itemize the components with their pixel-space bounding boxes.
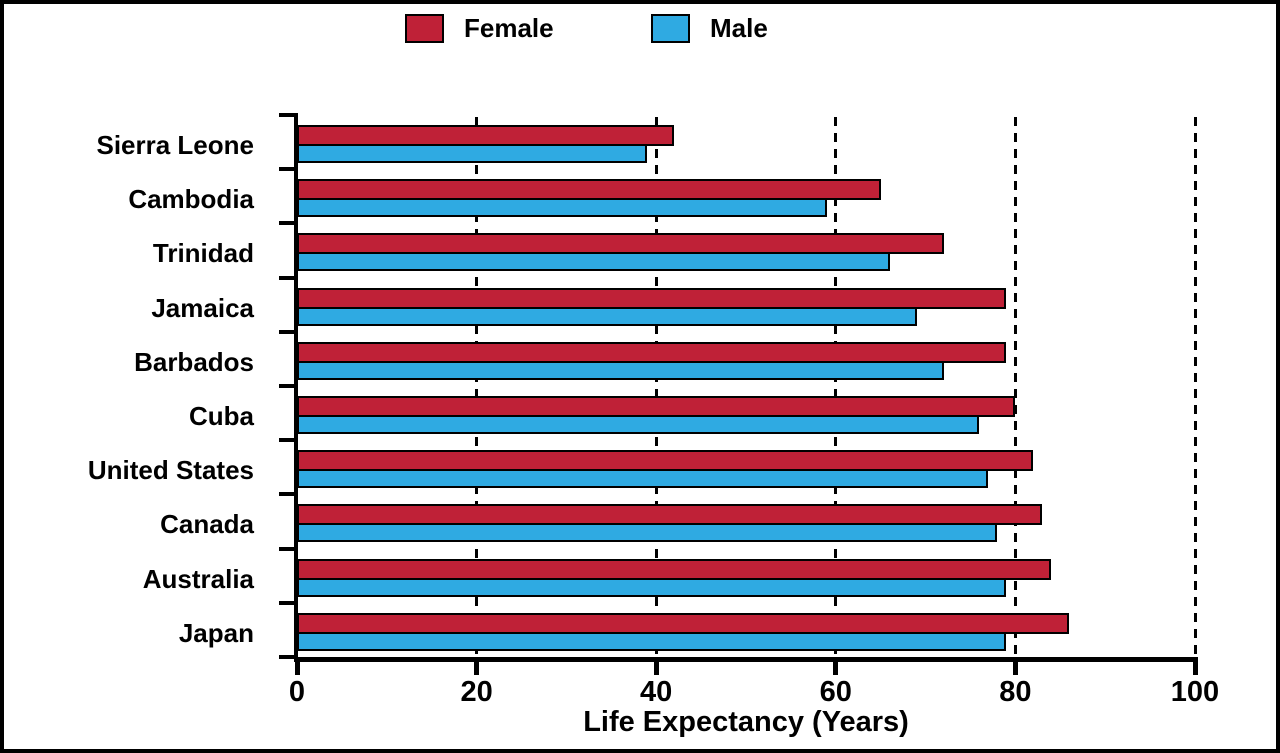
x-axis-tick-100 — [1192, 662, 1198, 675]
category-label-japan: Japan — [178, 617, 254, 648]
bar-female-jamaica — [297, 287, 1007, 309]
y-axis-tick — [279, 167, 294, 172]
y-axis-tick — [279, 384, 294, 388]
category-label-jamaica: Jamaica — [151, 292, 254, 323]
category-label-united-states: United States — [87, 455, 254, 486]
bar-male-sierra-leone — [297, 144, 648, 163]
x-axis-tick-80 — [1012, 662, 1018, 675]
bar-male-cuba — [297, 415, 980, 434]
bar-female-australia — [297, 558, 1052, 580]
x-tick-label-0: 0 — [288, 676, 306, 708]
gridline-x-60 — [834, 117, 838, 657]
y-axis-spine — [294, 113, 298, 662]
legend-item-female: Female — [405, 14, 554, 43]
x-tick-label-60: 60 — [819, 676, 852, 708]
legend-label-female: Female — [464, 13, 554, 43]
y-axis-tick — [279, 600, 294, 605]
bar-male-australia — [297, 577, 1007, 597]
bar-male-canada — [297, 523, 998, 543]
x-axis-tick-40 — [653, 662, 659, 675]
x-axis-title: Life Expectancy (Years) — [583, 706, 909, 738]
y-axis-tick — [279, 546, 294, 551]
x-axis-tick-20 — [474, 662, 480, 675]
legend-item-male: Male — [651, 14, 768, 43]
y-axis-tick — [279, 221, 294, 226]
bar-male-japan — [297, 631, 1007, 651]
legend-swatch-male-icon — [651, 14, 690, 43]
x-axis-spine — [294, 657, 1198, 662]
bar-female-cambodia — [297, 179, 881, 201]
category-label-sierra-leone: Sierra Leone — [96, 130, 254, 160]
category-label-canada: Canada — [160, 509, 254, 540]
bar-male-barbados — [297, 360, 944, 380]
bar-male-trinidad — [297, 252, 890, 272]
y-axis-tick — [279, 492, 294, 497]
category-label-cuba: Cuba — [189, 401, 254, 431]
bar-female-japan — [297, 612, 1070, 634]
legend-label-male: Male — [710, 13, 768, 43]
category-label-australia: Australia — [142, 563, 254, 594]
y-axis-tick — [279, 438, 294, 443]
gridline-x-20 — [475, 117, 479, 657]
category-label-trinidad: Trinidad — [152, 238, 254, 269]
y-axis-tick — [279, 113, 294, 117]
bar-male-united-states — [297, 469, 989, 489]
x-axis-tick-60 — [833, 662, 839, 675]
plot-area — [297, 115, 1197, 657]
legend-swatch-female-icon — [405, 14, 444, 43]
y-axis-tick — [279, 329, 294, 334]
bar-female-sierra-leone — [297, 125, 675, 146]
category-label-cambodia: Cambodia — [128, 184, 254, 215]
x-tick-label-100: 100 — [1170, 676, 1220, 708]
category-label-barbados: Barbados — [134, 346, 254, 377]
y-axis-tick — [279, 655, 294, 659]
bar-female-cuba — [297, 396, 1016, 417]
x-tick-label-80: 80 — [999, 676, 1032, 708]
gridline-x-80 — [1013, 117, 1017, 657]
gridline-x-40 — [654, 117, 658, 657]
bar-female-united-states — [297, 450, 1034, 472]
x-tick-label-40: 40 — [640, 676, 673, 708]
bar-male-cambodia — [297, 198, 827, 218]
bar-female-barbados — [297, 341, 1007, 363]
bar-male-jamaica — [297, 306, 917, 326]
gridline-x-100 — [1193, 117, 1197, 657]
x-tick-label-20: 20 — [460, 676, 493, 708]
bar-female-canada — [297, 504, 1043, 526]
y-axis-tick — [279, 275, 294, 280]
bar-female-trinidad — [297, 233, 944, 255]
x-axis-tick-0 — [294, 662, 300, 675]
